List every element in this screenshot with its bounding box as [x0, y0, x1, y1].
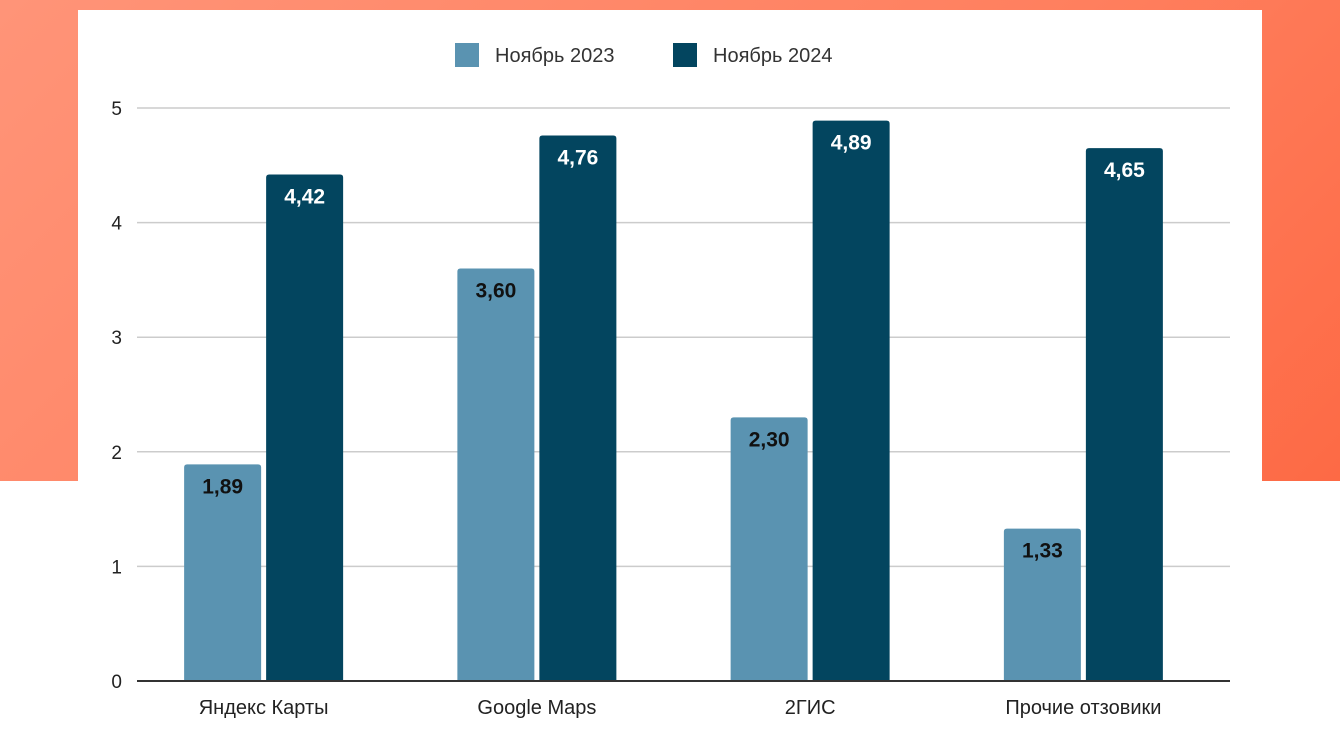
y-tick-label: 0	[111, 672, 122, 693]
x-tick-label: Прочие отзовики	[1005, 697, 1161, 719]
legend-label: Ноябрь 2023	[495, 45, 614, 67]
x-tick-label: Google Maps	[477, 697, 596, 719]
bar	[184, 464, 262, 681]
legend-swatch	[673, 43, 697, 67]
data-label: 3,60	[475, 279, 516, 302]
data-label: 2,30	[749, 428, 790, 451]
x-tick-label: 2ГИС	[785, 697, 836, 719]
bar	[457, 268, 535, 681]
bar	[730, 417, 808, 681]
y-tick-label: 4	[111, 214, 122, 235]
data-label: 4,42	[284, 185, 325, 208]
data-label: 1,33	[1022, 540, 1063, 563]
bar	[539, 135, 617, 681]
data-label: 4,65	[1104, 159, 1145, 182]
data-label: 4,76	[557, 147, 598, 170]
data-label: 4,89	[831, 132, 872, 155]
bar	[1085, 148, 1163, 682]
y-tick-label: 3	[111, 328, 122, 349]
legend-label: Ноябрь 2024	[713, 45, 832, 67]
legend-swatch	[455, 43, 479, 67]
bar	[266, 174, 344, 681]
bar	[812, 120, 890, 681]
y-tick-label: 2	[111, 443, 122, 464]
bar	[1003, 528, 1081, 681]
y-tick-label: 1	[111, 557, 122, 578]
data-label: 1,89	[202, 475, 243, 498]
x-tick-label: Яндекс Карты	[199, 697, 329, 719]
y-tick-label: 5	[111, 99, 122, 120]
